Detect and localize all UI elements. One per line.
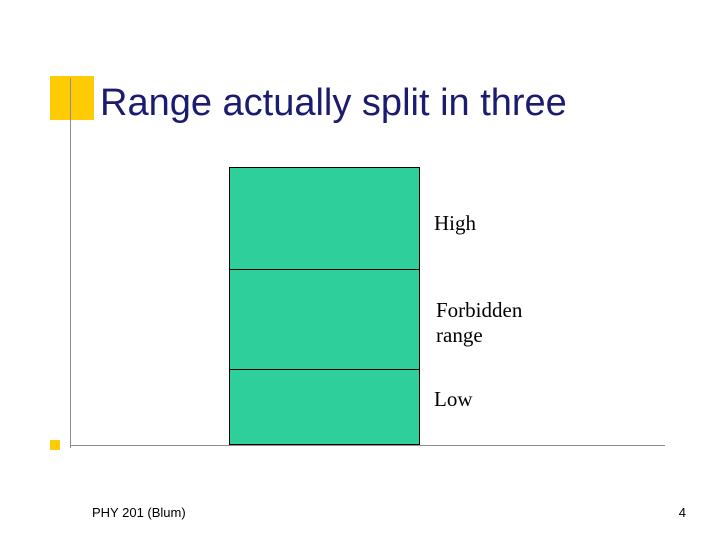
accent-line-vertical [70,78,71,448]
accent-square-top [50,76,94,120]
label-low: Low [434,387,473,412]
accent-line-horizontal [70,445,665,446]
label-high: High [434,211,476,236]
accent-square-bullet [50,440,60,450]
page-number: 4 [679,505,686,520]
slide-title: Range actually split in three [100,82,567,125]
footer-course: PHY 201 (Blum) [92,505,186,520]
segment-low [230,369,419,444]
range-diagram [229,167,420,445]
segment-forbidden [230,269,419,368]
label-forbidden: Forbidden range [436,298,546,348]
segment-high [230,168,419,269]
